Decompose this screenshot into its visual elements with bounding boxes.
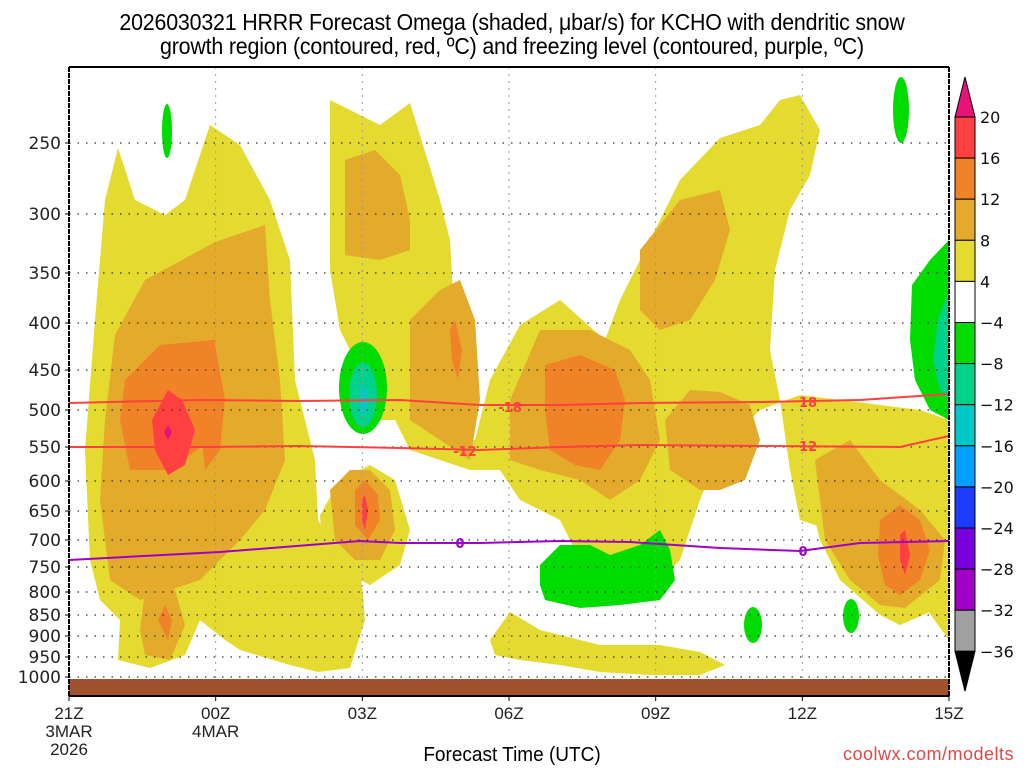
chart-title-line-1: 2026030321 HRRR Forecast Omega (shaded, … (119, 9, 905, 35)
contour-label-0-1: 18 (799, 396, 817, 411)
colorbar-label-9: −20 (980, 478, 1014, 497)
temperature-contours: -18 18 -12 12 0 0 (69, 393, 949, 561)
y-tick-label-350: 350 (29, 264, 61, 284)
contour-line-2 (69, 539, 949, 561)
shade-o1-08z (640, 190, 730, 330)
contour-label-0-0: -18 (498, 401, 522, 416)
y-tick-label-450: 450 (29, 361, 61, 381)
colorbar-label-7: −12 (980, 396, 1014, 415)
shade-o1-10z (665, 390, 760, 490)
chart-title-line-2: growth region (contoured, red, ºC) and f… (160, 33, 864, 59)
y-tick-label-700: 700 (29, 531, 61, 551)
colorbar-label-13: −36 (980, 642, 1014, 661)
colorbar-legend: 20 16 12 8 4 −4 −8 −12 −16 −20 −24 −28 −32 −36 (954, 76, 1014, 692)
x-tick-label-00Z: 00Z (201, 704, 230, 723)
colorbar-band-0 (954, 116, 976, 159)
terrain-bar (69, 679, 949, 696)
x-tick-label-09Z: 09Z (641, 704, 670, 723)
colorbar-label-6: −8 (980, 355, 1004, 374)
y-tick-label-550: 550 (29, 438, 61, 458)
y-tick-label-1000: 1000 (18, 668, 61, 688)
y-tick-label-800: 800 (29, 583, 61, 603)
x-tick-label-21Z: 21Z (54, 704, 83, 723)
shade-green-11z (744, 607, 762, 643)
x-axis-title: Forecast Time (UTC) (423, 744, 601, 766)
colorbar-band-9 (954, 486, 976, 529)
shade-o1-03z-upper (345, 150, 410, 260)
terrain-layer (69, 679, 949, 696)
contour-label-1-0: -12 (453, 445, 477, 460)
y-tick-label-900: 900 (29, 627, 61, 647)
shade-red-left (152, 390, 195, 475)
y-tick-label-500: 500 (29, 401, 61, 421)
colorbar-label-4: 4 (980, 272, 990, 291)
shade-o2-lower-left (158, 605, 172, 640)
y-tick-label-600: 600 (29, 472, 61, 492)
credit-link[interactable]: coolwx.com/modelts (842, 744, 1014, 764)
y-tick-label-650: 650 (29, 502, 61, 522)
shade-green-top-right (893, 77, 909, 143)
colorbar-extend-bottom (954, 650, 976, 692)
colorbar-band-1 (954, 157, 976, 200)
shade-green-13z (843, 599, 859, 633)
contour-line-0 (69, 393, 949, 406)
x-tick-label-12Z: 12Z (788, 704, 817, 723)
colorbar-band-12 (954, 609, 976, 652)
contour-line-1 (69, 435, 949, 452)
colorbar-label-3: 8 (980, 231, 990, 250)
colorbar-band-10 (954, 527, 976, 570)
y-tick-label-400: 400 (29, 314, 61, 334)
x-tick-label-15Z: 15Z (934, 704, 963, 723)
contour-label-2-0: 0 (455, 537, 464, 552)
shade-teal-right (933, 290, 949, 400)
contour-label-1-1: 12 (799, 440, 817, 455)
colorbar-label-0: 20 (980, 108, 1000, 127)
shade-green-08z (540, 530, 675, 608)
colorbar-band-7 (954, 404, 976, 447)
shade-o2-04z (450, 320, 462, 380)
y-tick-label-250: 250 (29, 134, 61, 154)
shade-o2-left-b (200, 345, 225, 470)
colorbar-label-2: 12 (980, 190, 1000, 209)
colorbar-band-3 (954, 239, 976, 282)
colorbar-band-11 (954, 568, 976, 611)
x-tick-label-03Z: 03Z (348, 704, 377, 723)
colorbar-extend-top (954, 76, 976, 118)
y-axis: 2503003504004505005506006507007508008509… (18, 134, 69, 688)
colorbar-label-12: −32 (980, 601, 1014, 620)
shade-yellow-lower (490, 612, 725, 675)
y-tick-label-750: 750 (29, 558, 61, 578)
x-tick-year: 2026 (50, 740, 88, 759)
shade-o2-06z (545, 355, 625, 470)
shade-o1-04z (410, 280, 480, 460)
shade-green-top-left (162, 104, 172, 158)
colorbar-label-10: −24 (980, 519, 1014, 538)
colorbar-band-4 (954, 280, 976, 323)
omega-shading (85, 77, 949, 675)
colorbar-label-8: −16 (980, 437, 1014, 456)
y-tick-label-300: 300 (29, 205, 61, 225)
colorbar-label-11: −28 (980, 560, 1014, 579)
x-tick-label-06Z: 06Z (494, 704, 523, 723)
colorbar-band-5 (954, 322, 976, 365)
shade-magenta-left (164, 425, 172, 440)
y-tick-label-850: 850 (29, 606, 61, 626)
shade-red-03z (362, 495, 368, 530)
x-tick-date: 3MAR (45, 722, 92, 741)
colorbar-label-5: −4 (980, 314, 1004, 333)
contour-label-2-1: 0 (798, 545, 807, 560)
x-tick-date: 4MAR (192, 722, 239, 741)
colorbar-band-2 (954, 198, 976, 241)
y-tick-label-950: 950 (29, 648, 61, 668)
colorbar-label-1: 16 (980, 149, 1000, 168)
colorbar-band-6 (954, 363, 976, 406)
colorbar-band-8 (954, 445, 976, 488)
